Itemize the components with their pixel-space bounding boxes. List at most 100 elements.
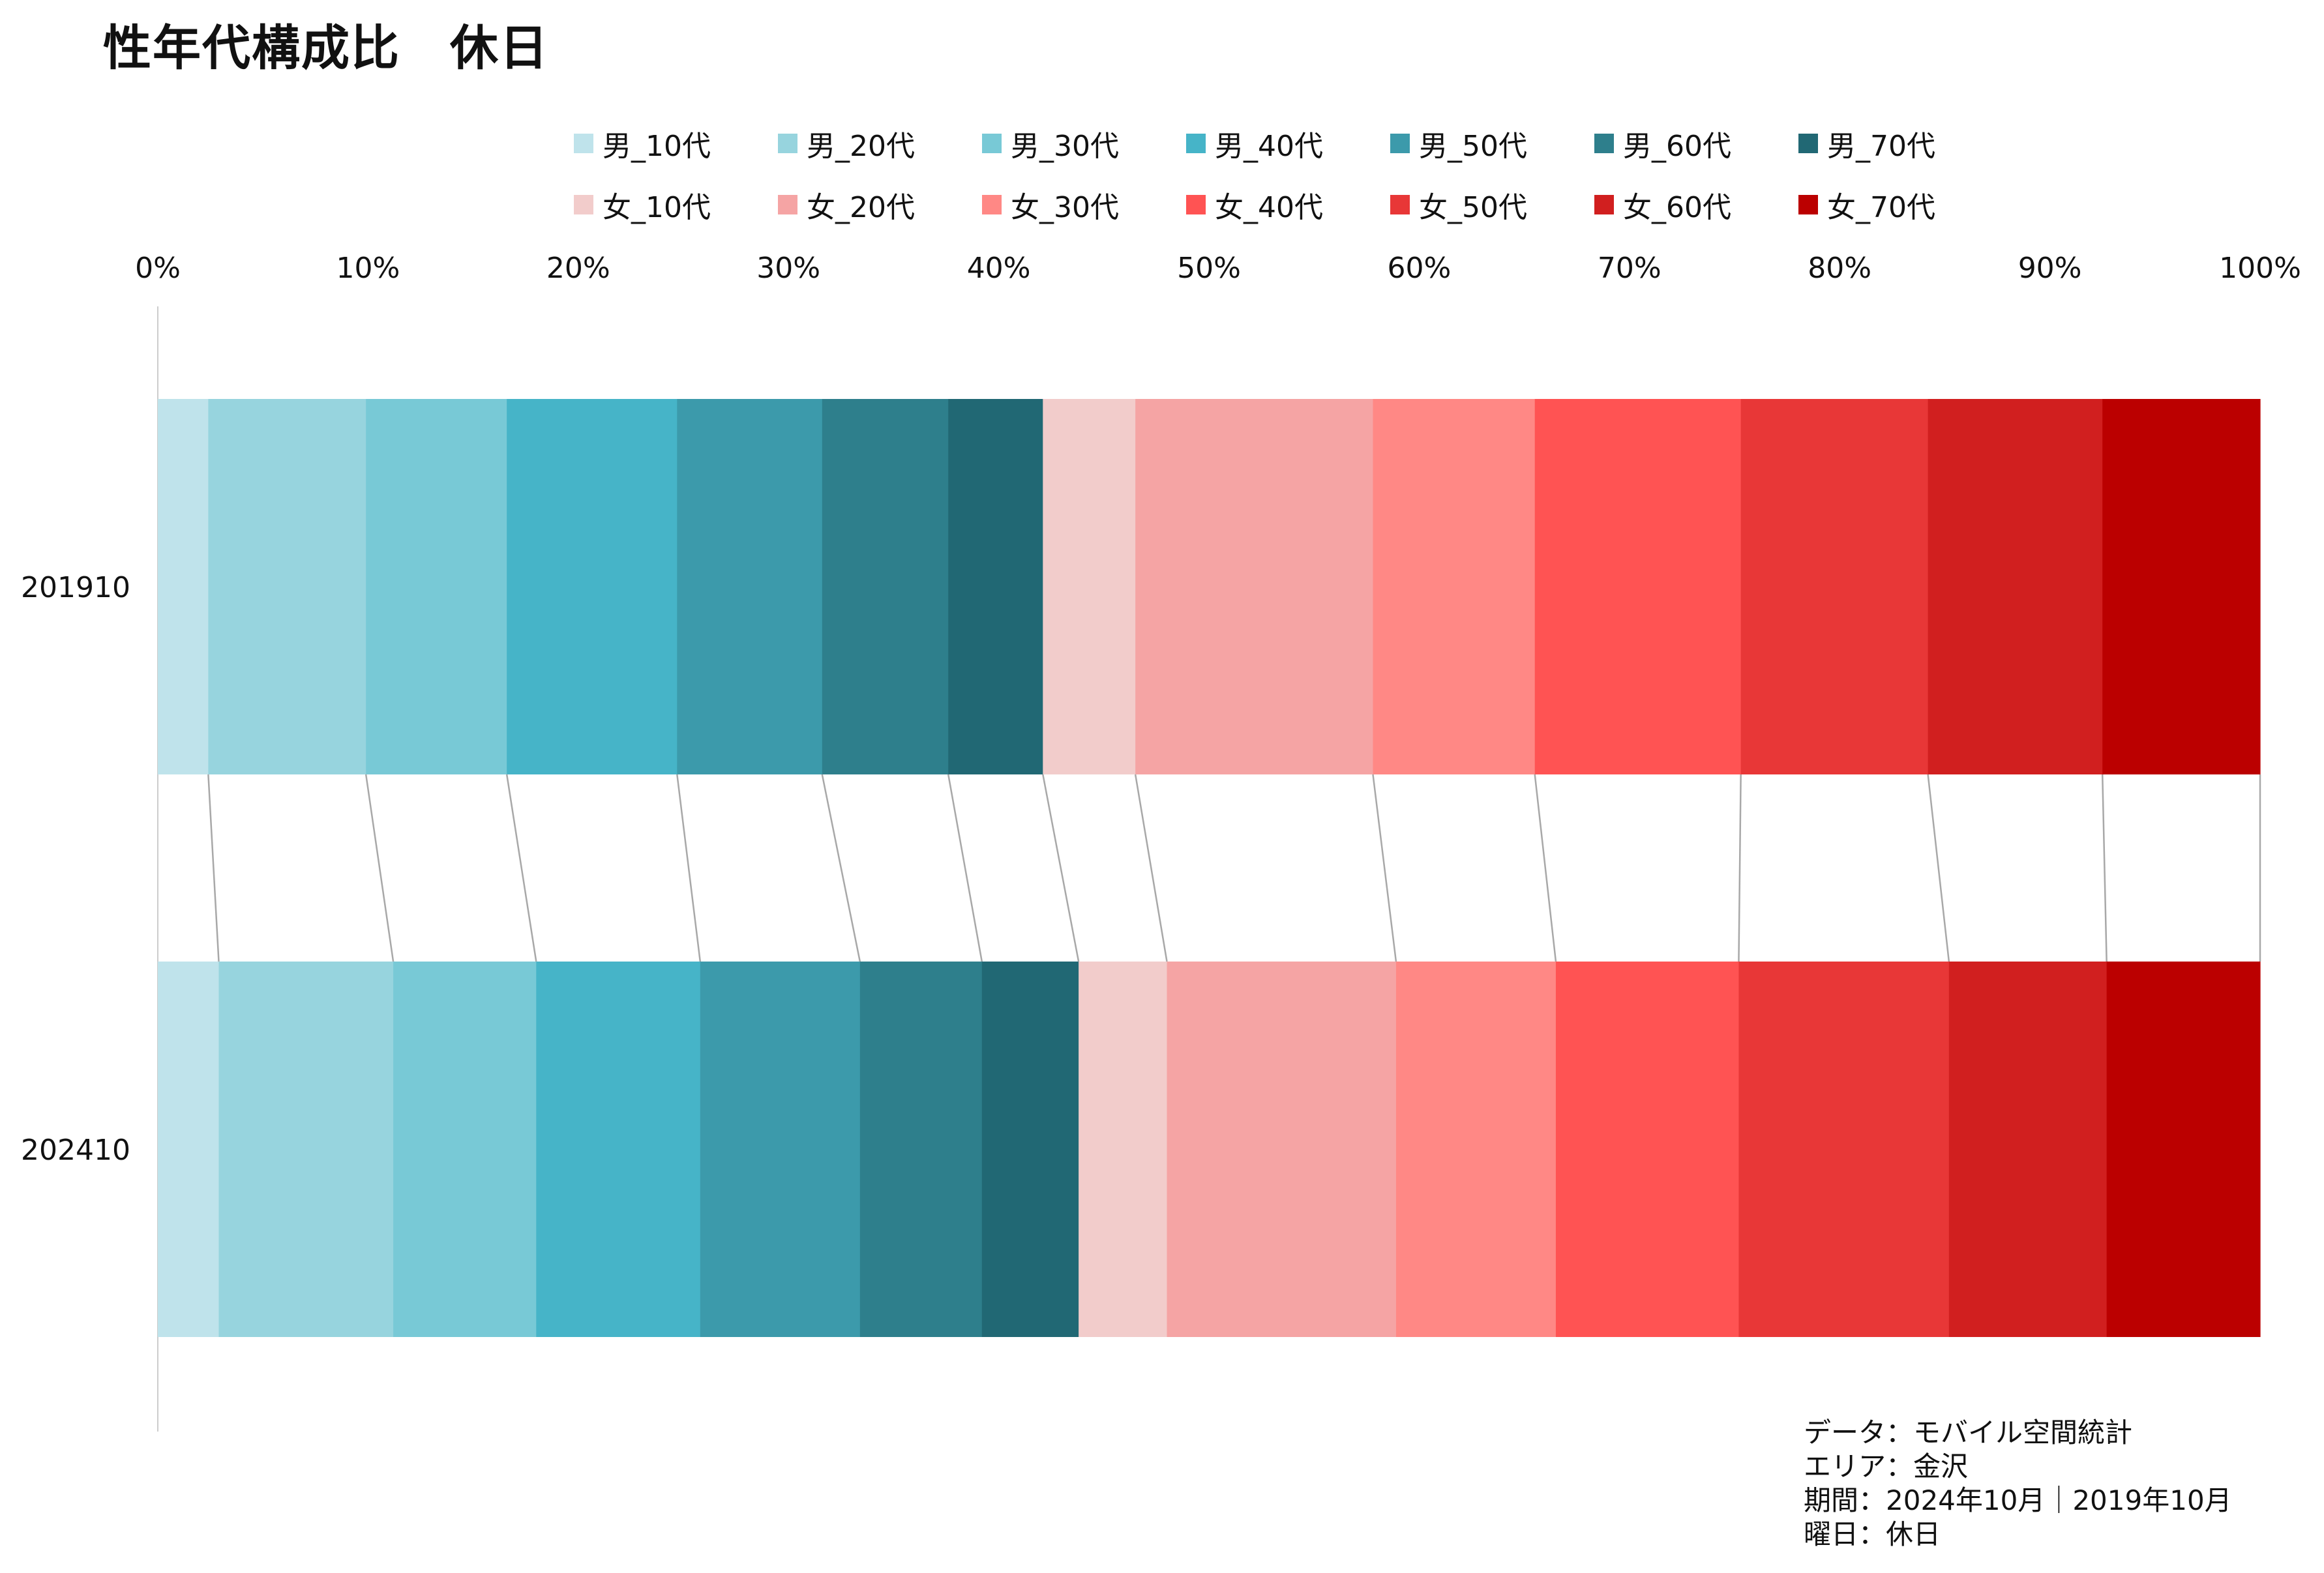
legend-swatch: [1186, 134, 1206, 153]
legend-label: 女_60代: [1623, 191, 1731, 224]
bar-segment[interactable]: [208, 399, 366, 774]
legend-item[interactable]: 男_70代: [1798, 123, 2003, 164]
bar-segment[interactable]: [700, 962, 861, 1337]
legend-swatch: [982, 134, 1002, 153]
bar-segment[interactable]: [1555, 962, 1740, 1337]
legend-item[interactable]: 男_40代: [1186, 123, 1390, 164]
legend-label: 女_70代: [1827, 191, 1935, 224]
bars: [158, 399, 2261, 1337]
bar-segment[interactable]: [218, 962, 394, 1337]
legend-item[interactable]: 男_20代: [778, 123, 982, 164]
bar-segment[interactable]: [536, 962, 701, 1337]
y-axis: 201910 202410: [21, 306, 158, 1432]
connector-line: [1534, 774, 1557, 962]
bar-segment[interactable]: [1948, 962, 2108, 1337]
legend-item[interactable]: 女_30代: [982, 184, 1186, 226]
legend-item[interactable]: 女_20代: [778, 184, 982, 226]
source-note-line: 期間：2024年10月｜2019年10月: [1804, 1484, 2232, 1516]
y-tick-label: 202410: [21, 1134, 130, 1167]
bar-segment[interactable]: [677, 399, 823, 774]
legend-item[interactable]: 男_60代: [1594, 123, 1798, 164]
connector-line: [821, 774, 861, 962]
bar-segment[interactable]: [2106, 962, 2261, 1337]
legend-label: 女_50代: [1419, 191, 1527, 224]
legend-label: 男_70代: [1827, 130, 1935, 163]
connector-line: [365, 774, 395, 962]
bar-segment[interactable]: [1043, 399, 1136, 774]
legend-label: 女_30代: [1011, 191, 1119, 224]
legend-item[interactable]: 女_70代: [1798, 184, 2003, 226]
legend-item[interactable]: 女_10代: [574, 184, 778, 226]
bar-segment[interactable]: [1373, 399, 1536, 774]
x-tick-label: 10%: [336, 252, 400, 285]
bar-segment[interactable]: [158, 399, 209, 774]
bar-segment[interactable]: [981, 962, 1079, 1337]
legend-item[interactable]: 男_30代: [982, 123, 1186, 164]
bar-segment[interactable]: [1395, 962, 1557, 1337]
connector-line: [947, 774, 983, 962]
bar-segment[interactable]: [948, 399, 1043, 774]
legend-item[interactable]: 男_50代: [1390, 123, 1594, 164]
legend-swatch: [574, 134, 593, 153]
source-note-line: エリア：金沢: [1804, 1450, 1969, 1482]
connector-line: [2101, 774, 2108, 962]
x-tick-label: 40%: [967, 252, 1031, 285]
x-tick-label: 30%: [756, 252, 820, 285]
bar-segment[interactable]: [507, 399, 678, 774]
bar-segment[interactable]: [366, 399, 507, 774]
connector-line: [1042, 774, 1080, 962]
x-tick-label: 20%: [546, 252, 610, 285]
legend-item[interactable]: 女_50代: [1390, 184, 1594, 226]
x-tick-label: 90%: [2018, 252, 2082, 285]
legend-label: 男_10代: [603, 130, 711, 163]
legend-swatch: [1390, 195, 1410, 214]
connector-lines: [207, 774, 2261, 962]
legend: 男_10代 男_20代 男_30代 男_40代 男_50代 男_60代 男_70…: [574, 117, 2008, 240]
legend-row-male: 男_10代 男_20代 男_30代 男_40代 男_50代 男_60代 男_70…: [574, 117, 2008, 169]
connector-line: [1738, 774, 1742, 962]
legend-label: 女_20代: [807, 191, 915, 224]
connector-line: [676, 774, 702, 962]
source-note: データ：モバイル空間統計 エリア：金沢 期間：2024年10月｜2019年10月…: [1804, 1416, 2232, 1551]
bar-segment[interactable]: [1738, 962, 1950, 1337]
connector-line: [1134, 774, 1168, 962]
connector-line: [1927, 774, 1950, 962]
legend-label: 女_10代: [603, 191, 711, 224]
bar-segment[interactable]: [1534, 399, 1742, 774]
legend-label: 男_50代: [1419, 130, 1527, 163]
bar-segment[interactable]: [1079, 962, 1168, 1337]
x-tick-label: 100%: [2219, 252, 2301, 285]
connector-line: [1372, 774, 1397, 962]
x-axis: 0% 10% 20% 30% 40% 50% 60% 70% 80% 90% 100%: [135, 252, 2301, 285]
source-note-line: データ：モバイル空間統計: [1804, 1417, 2133, 1448]
bar-segment[interactable]: [1167, 962, 1397, 1337]
legend-item[interactable]: 女_40代: [1186, 184, 1390, 226]
bar-segment[interactable]: [822, 399, 949, 774]
legend-label: 男_20代: [807, 130, 915, 163]
legend-item[interactable]: 男_10代: [574, 123, 778, 164]
bar-segment[interactable]: [859, 962, 983, 1337]
x-tick-label: 60%: [1388, 252, 1452, 285]
x-tick-label: 80%: [1808, 252, 1871, 285]
legend-label: 男_60代: [1623, 130, 1731, 163]
y-tick-label: 201910: [21, 571, 130, 604]
bar-segment[interactable]: [2102, 399, 2261, 774]
bar-segment[interactable]: [1135, 399, 1374, 774]
bar-segment[interactable]: [1740, 399, 1929, 774]
bar-segment[interactable]: [393, 962, 537, 1337]
legend-item[interactable]: 女_60代: [1594, 184, 1798, 226]
x-tick-label: 50%: [1177, 252, 1241, 285]
bar-segment[interactable]: [158, 962, 220, 1337]
legend-label: 男_40代: [1215, 130, 1323, 163]
legend-swatch: [778, 134, 797, 153]
bar-segment[interactable]: [1928, 399, 2103, 774]
legend-swatch: [1186, 195, 1206, 214]
x-tick-label: 0%: [135, 252, 181, 285]
chart-title: 性年代構成比 休日: [103, 20, 549, 76]
connector-line: [505, 774, 537, 962]
legend-swatch: [1390, 134, 1410, 153]
source-note-line: 曜日：休日: [1804, 1518, 1941, 1550]
legend-swatch: [1594, 195, 1614, 214]
